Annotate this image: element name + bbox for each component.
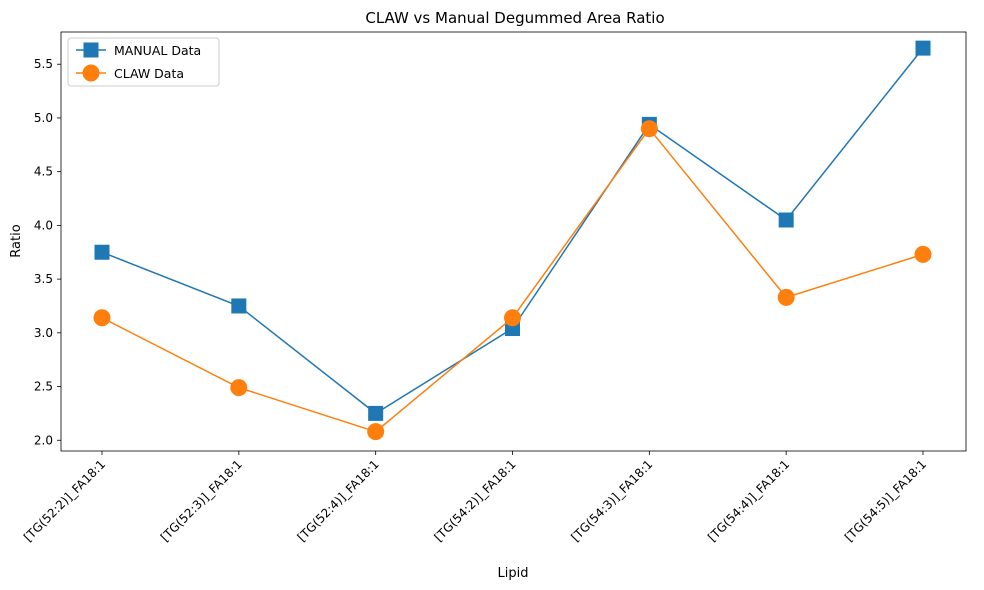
- data-point-manual: [778, 212, 794, 228]
- y-tick-label: 3.0: [34, 326, 53, 340]
- data-point-claw: [367, 423, 385, 441]
- data-point-claw: [777, 288, 795, 306]
- data-point-claw: [93, 309, 111, 327]
- legend: MANUAL Data CLAW Data: [67, 37, 220, 87]
- y-tick-label: 4.5: [34, 165, 53, 179]
- plot-frame: [60, 31, 967, 452]
- data-point-manual: [94, 244, 110, 260]
- data-point-manual: [231, 298, 247, 314]
- data-point-claw: [230, 379, 248, 397]
- legend-label-manual: MANUAL Data: [114, 43, 201, 58]
- data-point-claw: [914, 245, 932, 263]
- y-tick-label: 2.5: [34, 380, 53, 394]
- data-point-manual: [368, 405, 384, 421]
- y-tick-label: 2.0: [34, 433, 53, 447]
- data-point-claw: [504, 309, 521, 327]
- legend-marker-claw: [82, 64, 100, 82]
- x-axis-title: Lipid: [498, 566, 529, 581]
- legend-label-claw: CLAW Data: [114, 66, 184, 81]
- y-tick-label: 5.5: [34, 57, 53, 71]
- data-point-claw: [640, 120, 658, 138]
- y-tick-label: 5.0: [34, 111, 53, 125]
- y-tick-label: 3.5: [34, 272, 53, 286]
- y-tick-label: 4.0: [34, 218, 53, 232]
- legend-marker-manual: [83, 42, 99, 58]
- chart-title: CLAW vs Manual Degummed Area Ratio: [365, 9, 664, 27]
- y-axis-title: Ratio: [9, 224, 24, 257]
- data-point-manual: [915, 40, 931, 56]
